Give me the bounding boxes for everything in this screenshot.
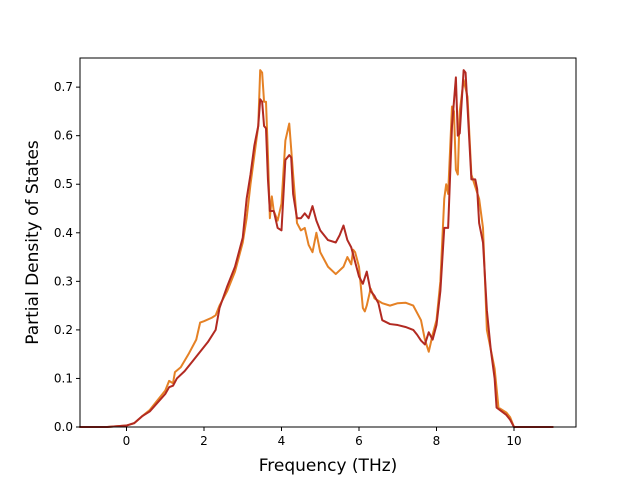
y-tick-label: 0.4 — [54, 226, 73, 240]
y-tick-label: 0.7 — [54, 80, 73, 94]
y-tick-label: 0.1 — [54, 371, 73, 385]
x-tick-label: 2 — [200, 434, 208, 448]
series-layer — [79, 69, 554, 428]
y-tick-label: 0.6 — [54, 129, 73, 143]
y-tick-label: 0.3 — [54, 274, 73, 288]
y-tick-label: 0.0 — [54, 420, 73, 434]
y-tick-label: 0.2 — [54, 323, 73, 337]
y-axis-label: Partial Density of States — [23, 140, 43, 345]
x-tick-label: 4 — [278, 434, 286, 448]
x-axis: 0 2 4 6 8 10 — [123, 427, 522, 448]
x-tick-label: 0 — [123, 434, 131, 448]
series-line-1 — [79, 69, 554, 428]
y-axis: 0.0 0.1 0.2 0.3 0.4 0.5 0.6 0.7 — [54, 80, 80, 434]
series-line-2 — [79, 69, 554, 428]
plot-frame — [79, 57, 577, 428]
x-axis-label: Frequency (THz) — [259, 456, 398, 476]
x-tick-label: 6 — [355, 434, 363, 448]
x-tick-label: 10 — [506, 434, 521, 448]
y-tick-label: 0.5 — [54, 177, 73, 191]
x-tick-label: 8 — [433, 434, 441, 448]
